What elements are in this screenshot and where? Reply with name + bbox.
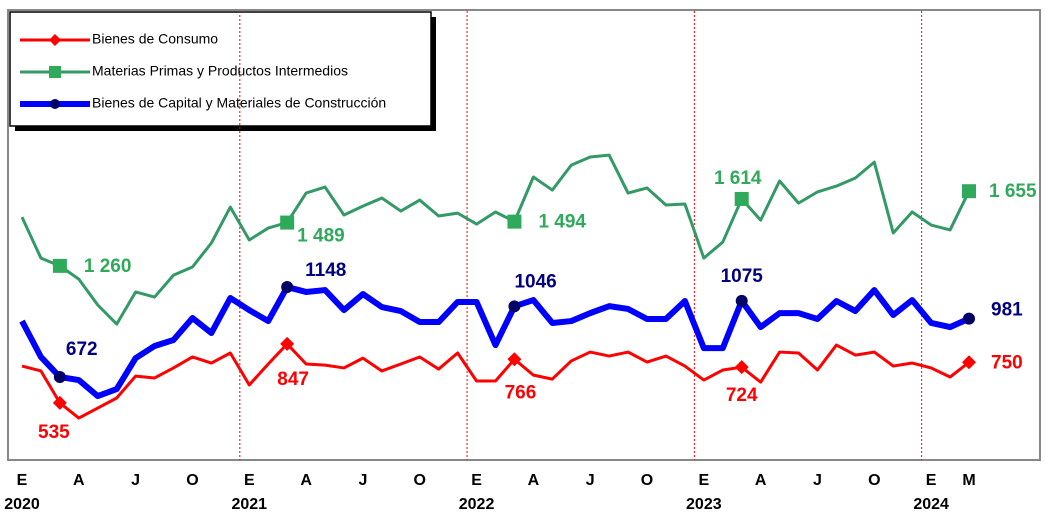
year-label: 2020 xyxy=(4,496,40,513)
marker xyxy=(734,191,749,206)
marker xyxy=(53,371,66,384)
series-line xyxy=(21,342,970,420)
year-label: 2021 xyxy=(231,496,267,513)
x-tick-label: A xyxy=(755,472,767,489)
x-tick-label: E xyxy=(17,472,28,489)
data-label: 1 489 xyxy=(297,226,345,247)
data-label: 1 260 xyxy=(84,256,132,277)
series-line xyxy=(19,284,971,400)
data-label: 1075 xyxy=(721,266,764,287)
series-line xyxy=(20,153,971,326)
marker xyxy=(281,281,294,294)
data-label: 1 655 xyxy=(989,181,1037,202)
marker xyxy=(49,34,61,46)
x-tick-label: O xyxy=(641,472,653,489)
x-tick-label: J xyxy=(358,472,367,489)
data-label: 724 xyxy=(726,385,758,406)
marker xyxy=(508,300,521,313)
x-tick-label: O xyxy=(414,472,426,489)
x-tick-label: A xyxy=(528,472,540,489)
data-label: 1046 xyxy=(514,271,556,292)
x-tick-label: E xyxy=(926,472,937,489)
x-tick-label: E xyxy=(699,472,710,489)
year-label: 2022 xyxy=(459,496,495,513)
year-label: 2023 xyxy=(686,496,722,513)
x-tick-label: M xyxy=(962,472,975,489)
marker xyxy=(735,294,748,307)
legend-label: Bienes de Capital y Materiales de Constr… xyxy=(92,95,386,111)
x-tick-label: J xyxy=(813,472,822,489)
legend-label: Materias Primas y Productos Intermedios xyxy=(92,63,348,79)
data-label: 1 494 xyxy=(538,212,586,233)
marker xyxy=(52,258,67,273)
marker xyxy=(280,215,295,230)
legend-label: Bienes de Consumo xyxy=(92,31,218,47)
x-tick-label: E xyxy=(471,472,482,489)
marker xyxy=(962,355,976,370)
x-tick-label: J xyxy=(131,472,140,489)
marker xyxy=(734,360,749,375)
marker xyxy=(50,99,60,109)
x-tick-label: O xyxy=(868,472,880,489)
marker xyxy=(49,66,61,78)
data-label: 535 xyxy=(38,422,70,443)
x-tick-label: E xyxy=(244,472,255,489)
data-label: 750 xyxy=(991,352,1023,373)
year-label: 2024 xyxy=(913,496,949,513)
x-tick-label: O xyxy=(186,472,198,489)
x-tick-label: A xyxy=(300,472,312,489)
marker xyxy=(507,352,522,367)
data-label: 672 xyxy=(66,339,98,360)
x-tick-label: A xyxy=(73,472,85,489)
data-label: 766 xyxy=(505,382,537,403)
data-label: 1 614 xyxy=(714,168,762,189)
marker xyxy=(52,395,67,410)
data-label: 1148 xyxy=(305,260,346,281)
x-tick-label: J xyxy=(586,472,595,489)
marker xyxy=(962,184,976,199)
data-label: 981 xyxy=(991,300,1023,321)
data-label: 847 xyxy=(277,369,309,390)
marker xyxy=(280,336,295,351)
marker xyxy=(963,312,975,325)
marker xyxy=(507,214,522,229)
